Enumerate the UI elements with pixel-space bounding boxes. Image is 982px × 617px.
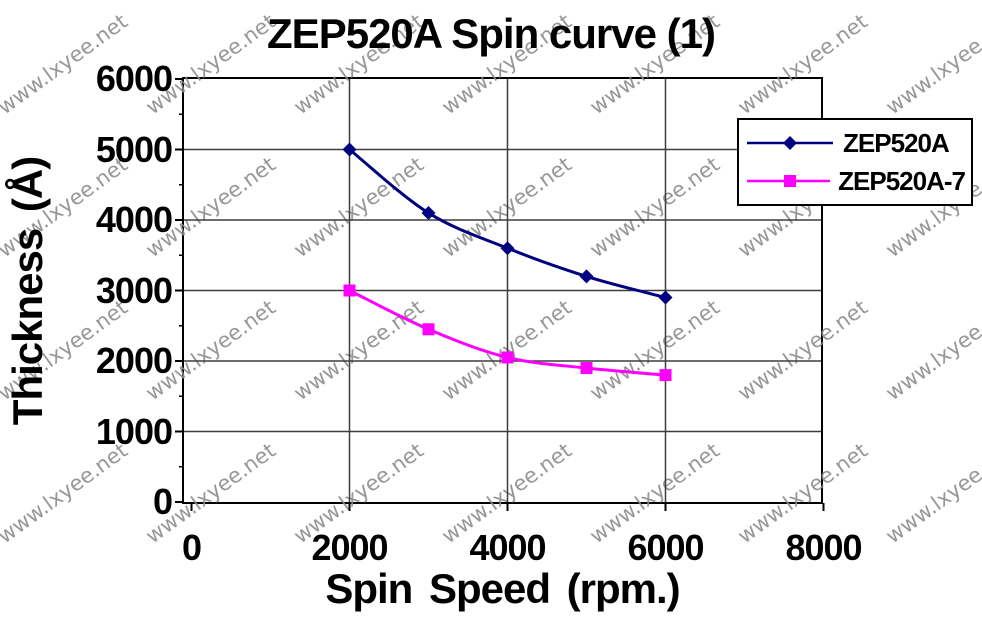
diamond-marker <box>579 269 594 284</box>
x-tick-label: 2000 <box>311 527 388 568</box>
x-axis-title: Spin Speed (rpm.) <box>325 565 680 612</box>
y-axis-title: Thickness (Å) <box>4 156 51 426</box>
square-marker <box>659 369 672 382</box>
plot-svg <box>175 78 825 511</box>
y-tick-label: 5000 <box>95 128 173 170</box>
legend-item-ZEP520A: ZEP520A <box>745 128 965 159</box>
legend-label: ZEP520A-7 <box>838 165 966 196</box>
x-tick-label: 6000 <box>627 527 704 568</box>
watermark: www.lxyee.net <box>881 295 982 406</box>
y-tick-label: 1000 <box>95 410 173 452</box>
square-marker <box>580 362 593 375</box>
diamond-marker <box>421 205 436 220</box>
diamond-marker <box>500 241 515 256</box>
legend-marker-diamond <box>747 136 833 150</box>
x-tick-label: 0 <box>181 527 202 568</box>
y-tick-label: 2000 <box>95 340 173 381</box>
y-tick-label: 3000 <box>95 269 173 311</box>
legend-marker-square <box>747 175 831 187</box>
diamond-marker <box>658 290 673 305</box>
square-marker <box>343 284 356 297</box>
y-tick-label: 4000 <box>95 199 173 240</box>
x-tick-label: 4000 <box>469 527 546 568</box>
chart-title: ZEP520A Spin curve (1) <box>267 10 716 57</box>
y-tick-label: 0 <box>152 481 173 522</box>
diamond-marker <box>342 142 357 157</box>
x-tick-label: 8000 <box>785 527 862 568</box>
legend-label: ZEP520A <box>843 127 950 158</box>
legend-item-ZEP520A-7: ZEP520A-7 <box>745 165 966 197</box>
square-marker <box>422 323 435 336</box>
square-marker <box>501 351 514 364</box>
legend: ZEP520A ZEP520A-7 <box>737 118 973 206</box>
y-tick-label: 6000 <box>95 58 173 99</box>
